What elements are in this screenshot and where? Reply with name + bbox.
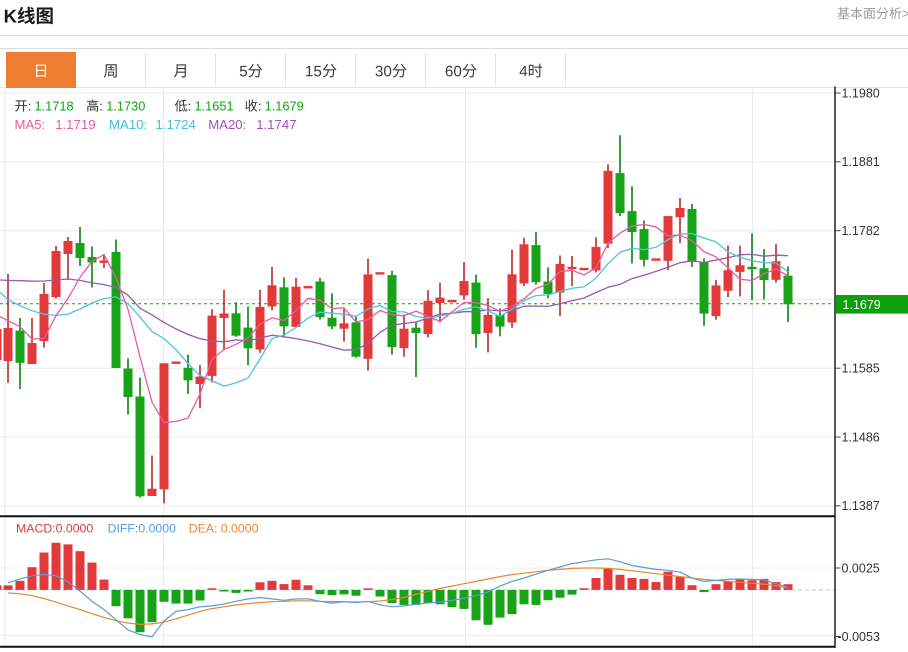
svg-text:1.1651: 1.1651: [195, 99, 234, 114]
svg-text:-0.0053: -0.0053: [838, 630, 880, 644]
svg-text:1.1782: 1.1782: [842, 224, 880, 238]
svg-text:1.1718: 1.1718: [35, 99, 74, 114]
svg-text:MA10:: MA10:: [109, 117, 147, 132]
svg-text:DIFF:0.0000: DIFF:0.0000: [108, 522, 177, 536]
svg-text:0.0025: 0.0025: [842, 561, 880, 575]
svg-text:1.1486: 1.1486: [842, 430, 880, 444]
svg-text:1.1679: 1.1679: [843, 298, 881, 312]
svg-text:MACD:0.0000: MACD:0.0000: [16, 522, 93, 536]
svg-text:1.1881: 1.1881: [842, 155, 880, 169]
svg-text:DEA: 0.0000: DEA: 0.0000: [189, 522, 259, 536]
svg-text:1.1747: 1.1747: [256, 117, 296, 132]
svg-text:1.1585: 1.1585: [842, 362, 880, 376]
svg-text:1.1980: 1.1980: [842, 86, 880, 100]
svg-text:1.1679: 1.1679: [265, 99, 304, 114]
svg-text:1.1730: 1.1730: [106, 99, 145, 114]
svg-text:1.1719: 1.1719: [55, 117, 95, 132]
svg-text:1.1387: 1.1387: [842, 499, 880, 513]
svg-text:MA20:: MA20:: [208, 117, 246, 132]
svg-text:MA5:: MA5:: [15, 117, 46, 132]
svg-text:1.1724: 1.1724: [156, 117, 196, 132]
